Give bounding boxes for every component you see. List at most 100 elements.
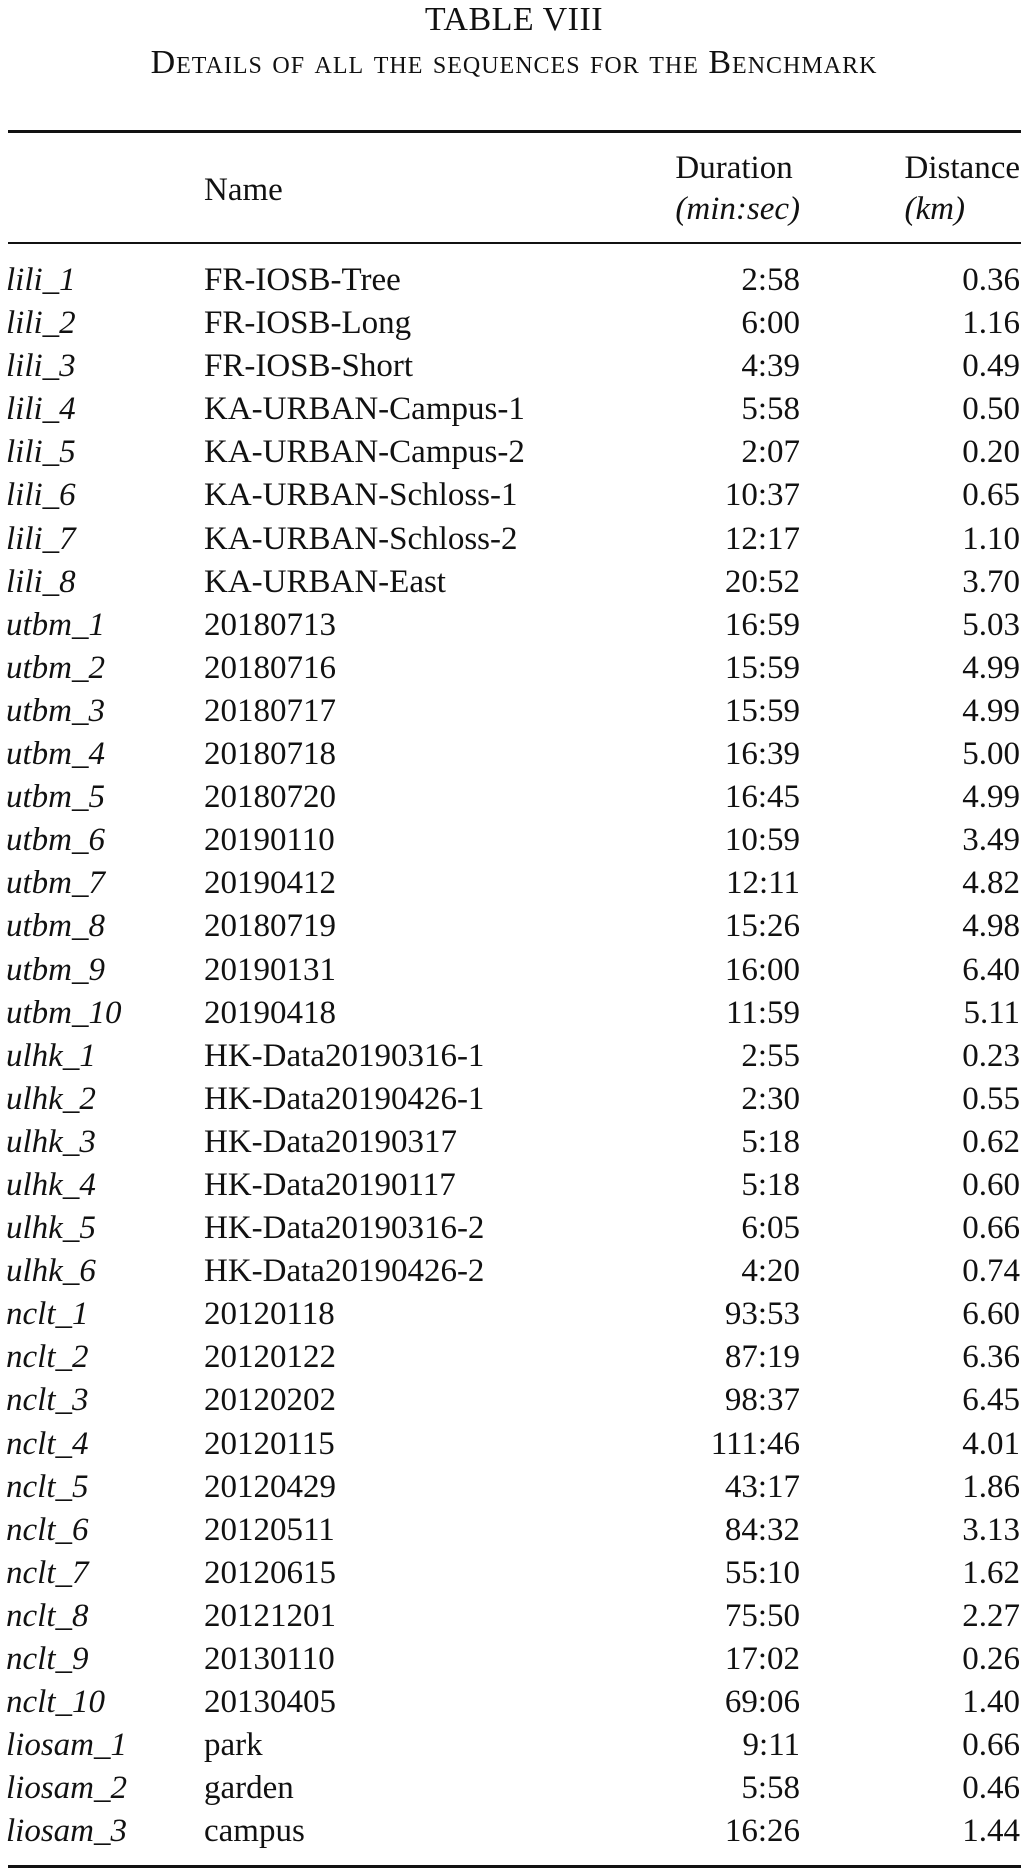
cell-sequence-id: lili_4	[6, 391, 76, 428]
table-header-rule	[8, 242, 1021, 244]
cell-name: 20120511	[204, 1511, 335, 1548]
table-row: liosam_1 park 9:11 0.66	[0, 1724, 1028, 1767]
header-distance-unit: (km)	[904, 191, 966, 227]
cell-sequence-id: lili_1	[6, 262, 76, 298]
cell-name: 20121201	[204, 1597, 336, 1634]
cell-name: 20120122	[204, 1339, 336, 1376]
cell-duration: 16:45	[724, 779, 800, 816]
cell-name: 20130110	[204, 1641, 335, 1677]
table-row: utbm_6 20190110 10:59 3.49	[0, 819, 1028, 862]
table-bottom-rule	[8, 1865, 1021, 1868]
cell-name: 20180716	[204, 649, 336, 686]
cell-distance: 6.45	[962, 1382, 1020, 1419]
header-distance-label: Distance	[904, 150, 1020, 186]
cell-sequence-id: lili_6	[6, 477, 76, 514]
table-row: nclt_3 20120202 98:37 6.45	[0, 1379, 1028, 1422]
cell-name: 20130405	[204, 1684, 336, 1721]
table-row: nclt_6 20120511 84:32 3.13	[0, 1509, 1028, 1552]
header-distance: Distance (km)	[905, 148, 1020, 230]
cell-duration: 2:55	[741, 1037, 800, 1074]
cell-sequence-id: utbm_1	[6, 606, 105, 643]
cell-distance: 0.26	[962, 1641, 1020, 1677]
cell-name: 20180713	[204, 606, 336, 643]
cell-sequence-id: utbm_4	[6, 736, 105, 773]
cell-duration: 16:39	[724, 736, 800, 773]
cell-distance: 0.66	[962, 1727, 1020, 1764]
cell-duration: 2:30	[741, 1080, 800, 1117]
cell-duration: 5:18	[741, 1166, 800, 1203]
cell-duration: 20:52	[724, 563, 800, 600]
table-row: utbm_8 20180719 15:26 4.98	[0, 905, 1028, 948]
table-row: ulhk_4 HK-Data20190117 5:18 0.60	[0, 1164, 1028, 1207]
cell-sequence-id: ulhk_1	[6, 1037, 96, 1074]
header-name: Name	[204, 172, 283, 208]
cell-distance: 3.70	[962, 563, 1020, 600]
cell-sequence-id: lili_2	[6, 305, 76, 342]
cell-name: garden	[204, 1770, 294, 1807]
cell-distance: 2.27	[962, 1597, 1020, 1634]
cell-distance: 0.46	[962, 1770, 1020, 1807]
table-row: utbm_4 20180718 16:39 5.00	[0, 733, 1028, 776]
cell-name: KA-URBAN-Schloss-2	[204, 520, 518, 557]
cell-name: HK-Data20190316-2	[204, 1210, 485, 1247]
cell-distance: 0.55	[962, 1080, 1020, 1117]
cell-name: HK-Data20190316-1	[204, 1037, 485, 1074]
table-row: utbm_9 20190131 16:00 6.40	[0, 949, 1028, 992]
cell-sequence-id: utbm_7	[6, 865, 105, 902]
cell-distance: 0.65	[962, 477, 1020, 514]
cell-sequence-id: nclt_7	[6, 1554, 89, 1591]
cell-name: 20190418	[204, 994, 336, 1031]
table-caption-title: TABLE VIII	[424, 1, 604, 38]
cell-sequence-id: lili_5	[6, 434, 76, 471]
cell-distance: 4.99	[962, 779, 1020, 816]
cell-distance: 6.40	[962, 951, 1020, 988]
cell-duration: 9:11	[742, 1727, 800, 1764]
table-row: lili_6 KA-URBAN-Schloss-1 10:37 0.65	[0, 474, 1028, 517]
table-row: utbm_5 20180720 16:45 4.99	[0, 776, 1028, 819]
cell-name: 20190110	[204, 822, 335, 859]
cell-sequence-id: utbm_3	[6, 692, 105, 729]
cell-name: 20120615	[204, 1554, 336, 1591]
table-row: ulhk_1 HK-Data20190316-1 2:55 0.23	[0, 1035, 1028, 1078]
cell-name: KA-URBAN-Campus-2	[204, 434, 525, 471]
cell-distance: 1.44	[962, 1813, 1020, 1850]
cell-name: HK-Data20190117	[204, 1166, 456, 1203]
cell-distance: 6.60	[962, 1296, 1020, 1333]
table-row: utbm_3 20180717 15:59 4.99	[0, 690, 1028, 733]
cell-sequence-id: utbm_9	[6, 951, 105, 988]
cell-distance: 0.74	[962, 1253, 1020, 1290]
cell-duration: 93:53	[724, 1296, 800, 1333]
table-row: ulhk_5 HK-Data20190316-2 6:05 0.66	[0, 1207, 1028, 1250]
cell-duration: 69:06	[724, 1684, 800, 1721]
cell-distance: 4.99	[962, 692, 1020, 729]
cell-name: HK-Data20190426-2	[204, 1253, 485, 1290]
table-row: liosam_2 garden 5:58 0.46	[0, 1767, 1028, 1810]
table-row: lili_4 KA-URBAN-Campus-1 5:58 0.50	[0, 388, 1028, 431]
cell-sequence-id: utbm_8	[6, 908, 105, 945]
cell-duration: 10:37	[724, 477, 800, 514]
cell-duration: 4:20	[741, 1253, 800, 1290]
table-row: lili_7 KA-URBAN-Schloss-2 12:17 1.10	[0, 518, 1028, 561]
table-row: lili_3 FR-IOSB-Short 4:39 0.49	[0, 345, 1028, 388]
cell-duration: 17:02	[724, 1641, 800, 1677]
cell-sequence-id: ulhk_3	[6, 1123, 96, 1160]
cell-duration: 2:58	[741, 262, 800, 298]
cell-sequence-id: liosam_3	[6, 1813, 128, 1850]
cell-distance: 0.20	[962, 434, 1020, 471]
cell-name: 20120202	[204, 1382, 336, 1419]
cell-duration: 43:17	[724, 1468, 800, 1505]
cell-distance: 5.03	[962, 606, 1020, 643]
table-top-rule	[8, 130, 1021, 133]
cell-name: 20180717	[204, 692, 336, 729]
cell-duration: 84:32	[724, 1511, 800, 1548]
table-row: nclt_8 20121201 75:50 2.27	[0, 1595, 1028, 1638]
cell-distance: 1.86	[962, 1468, 1020, 1505]
cell-name: park	[204, 1727, 263, 1764]
cell-distance: 0.50	[962, 391, 1020, 428]
cell-distance: 0.36	[962, 262, 1020, 298]
table-row: nclt_4 20120115 111:46 4.01	[0, 1423, 1028, 1466]
cell-distance: 6.36	[962, 1339, 1020, 1376]
header-duration-unit: (min:sec)	[675, 191, 800, 227]
cell-name: FR-IOSB-Tree	[204, 262, 401, 298]
